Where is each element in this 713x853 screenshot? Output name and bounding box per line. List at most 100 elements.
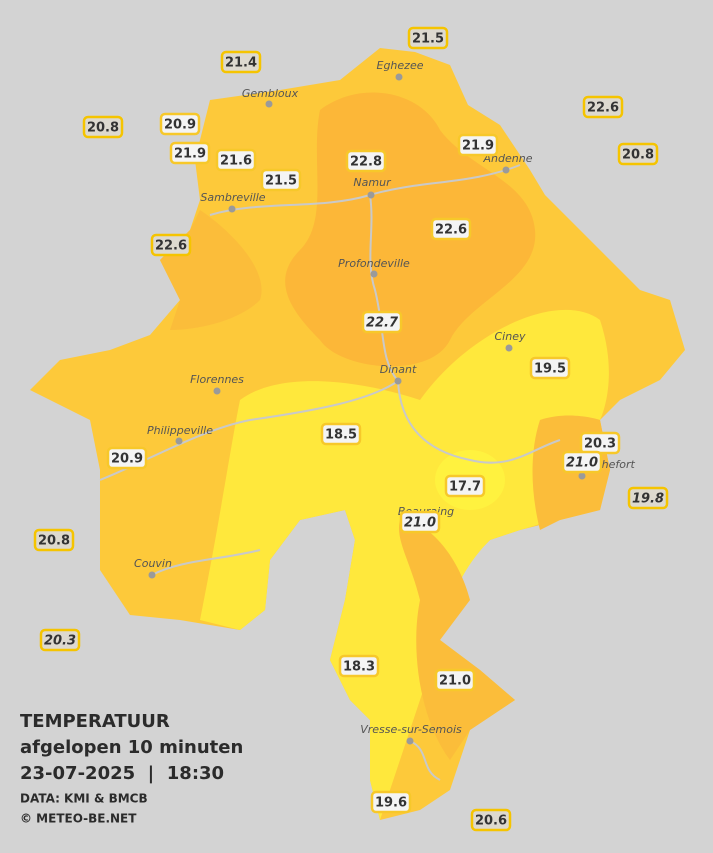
station-box <box>169 141 211 165</box>
station-box <box>345 149 387 173</box>
station: 21.6 <box>215 148 257 172</box>
city-dot <box>213 387 221 395</box>
station: 22.6 <box>150 233 192 257</box>
station: 22.8 <box>345 149 387 173</box>
station-value: 21.0 <box>566 456 598 471</box>
station: 20.8 <box>617 142 659 166</box>
city-label: Vresse-sur-Semois <box>360 723 462 736</box>
station-value: 19.6 <box>375 796 407 811</box>
station-value: 21.4 <box>225 56 257 71</box>
station-box <box>617 142 659 166</box>
city-label: Dinant <box>380 363 417 376</box>
station-box <box>82 115 124 139</box>
city-dot <box>148 571 156 579</box>
station: 21.0 <box>561 450 603 474</box>
station: 21.0 <box>399 510 441 534</box>
station-box <box>582 95 624 119</box>
station: 19.5 <box>529 356 571 380</box>
station: 18.3 <box>338 654 380 678</box>
station: 19.6 <box>370 790 412 814</box>
warm-zone <box>399 520 515 760</box>
city-dot <box>175 437 183 445</box>
station: 17.7 <box>444 474 486 498</box>
station-box <box>430 217 472 241</box>
station-box <box>338 654 380 678</box>
station-box <box>407 26 449 50</box>
city-label: Philippeville <box>147 424 213 437</box>
station: 20.8 <box>82 115 124 139</box>
station-box <box>320 422 362 446</box>
city-label: Gembloux <box>242 87 299 100</box>
station: 21.0 <box>434 668 476 692</box>
station-box <box>260 168 302 192</box>
city-dot <box>367 191 375 199</box>
station: 20.3 <box>39 628 81 652</box>
city-label: Ciney <box>495 330 526 343</box>
station-value: 22.7 <box>366 316 399 331</box>
station: 20.6 <box>470 808 512 832</box>
cool-zone <box>200 309 609 820</box>
title: TEMPERATUUR <box>20 711 170 732</box>
station-value: 21.6 <box>220 154 252 169</box>
city-dot <box>394 377 402 385</box>
station-box <box>361 310 403 334</box>
station-value: 20.8 <box>38 534 70 549</box>
city-label: Profondeville <box>338 257 410 270</box>
city-dot <box>578 472 586 480</box>
station-box <box>159 112 201 136</box>
station: 21.9 <box>169 141 211 165</box>
station: 20.8 <box>33 528 75 552</box>
city-label: Sambreville <box>200 191 265 204</box>
station-box <box>150 233 192 257</box>
station-box <box>106 446 148 470</box>
station: 18.5 <box>320 422 362 446</box>
station-box <box>220 50 262 74</box>
credit: © METEO-BE.NET <box>20 812 137 826</box>
city-dot <box>406 737 414 745</box>
station-value: 21.9 <box>174 147 206 162</box>
station: 22.7 <box>361 310 403 334</box>
station: 22.6 <box>582 95 624 119</box>
city-dot <box>370 270 378 278</box>
station-box <box>370 790 412 814</box>
station-value: 22.6 <box>587 101 619 116</box>
city-dot <box>502 166 510 174</box>
station: 21.4 <box>220 50 262 74</box>
station-box <box>457 133 499 157</box>
station-value: 20.6 <box>475 814 507 829</box>
station-value: 20.8 <box>87 121 119 136</box>
station-box <box>561 450 603 474</box>
station-value: 20.9 <box>164 118 196 133</box>
station-box <box>33 528 75 552</box>
city-dot <box>228 205 236 213</box>
station-value: 22.6 <box>155 239 187 254</box>
city-label: Namur <box>353 176 392 189</box>
station: 21.5 <box>407 26 449 50</box>
station-value: 21.0 <box>404 516 436 531</box>
station: 20.9 <box>106 446 148 470</box>
station: 21.5 <box>260 168 302 192</box>
city-label: Florennes <box>190 373 244 386</box>
station-value: 21.5 <box>412 32 444 47</box>
subtitle: afgelopen 10 minuten <box>20 737 243 758</box>
station-box <box>470 808 512 832</box>
station: 20.3 <box>579 431 621 455</box>
station-value: 20.3 <box>44 634 76 649</box>
station-value: 21.0 <box>439 674 471 689</box>
station-value: 21.5 <box>265 174 297 189</box>
station-value: 19.5 <box>534 362 566 377</box>
station-box <box>529 356 571 380</box>
station-value: 22.8 <box>350 155 382 170</box>
station-value: 19.8 <box>632 492 664 507</box>
station-box <box>434 668 476 692</box>
station: 21.9 <box>457 133 499 157</box>
city-dot <box>265 100 273 108</box>
station: 20.9 <box>159 112 201 136</box>
station-box <box>399 510 441 534</box>
station-value: 17.7 <box>449 480 481 495</box>
city-dot <box>395 73 403 81</box>
station-box <box>215 148 257 172</box>
station-value: 20.3 <box>584 437 616 452</box>
station-value: 18.5 <box>325 428 357 443</box>
